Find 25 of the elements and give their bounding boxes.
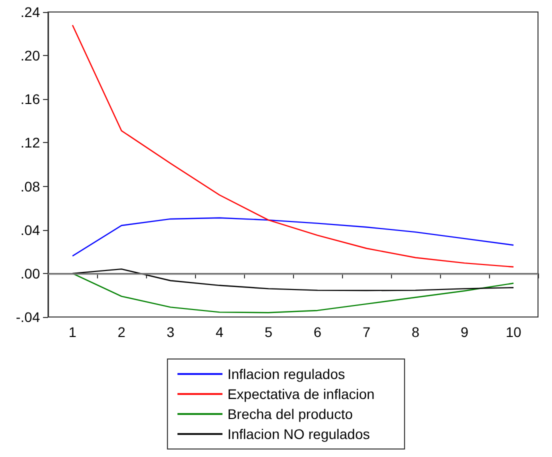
legend-label: Expectativa de inflacion	[227, 386, 375, 402]
x-tick-label: 8	[412, 324, 420, 340]
x-tick-label: 5	[264, 324, 273, 340]
y-tick-label: .00	[20, 265, 40, 282]
y-tick-label: .20	[20, 48, 40, 64]
x-tick-label: 6	[314, 324, 322, 340]
legend-label: Brecha del producto	[227, 406, 353, 422]
legend-label: Inflacion NO regulados	[227, 426, 370, 442]
y-tick-label: .08	[20, 178, 40, 194]
x-tick-label: 3	[166, 324, 175, 340]
line-series	[72, 24, 514, 268]
legend-label: Inflacion regulados	[227, 366, 345, 382]
x-tick-label: 4	[216, 324, 224, 340]
y-tick-label: .16	[20, 91, 40, 108]
x-tick-label: 2	[118, 324, 126, 340]
line-series	[72, 217, 514, 257]
y-tick-label: .24	[20, 4, 40, 20]
y-tick-label: .04	[20, 222, 40, 238]
x-tick-label: 10	[506, 324, 522, 340]
y-tick-label: -.04	[16, 309, 40, 325]
x-tick-label: 7	[362, 324, 371, 340]
y-tick-label: .12	[20, 134, 40, 151]
x-tick-label: 1	[68, 324, 77, 340]
line-series	[72, 268, 514, 292]
x-tick-label: 9	[460, 324, 469, 340]
